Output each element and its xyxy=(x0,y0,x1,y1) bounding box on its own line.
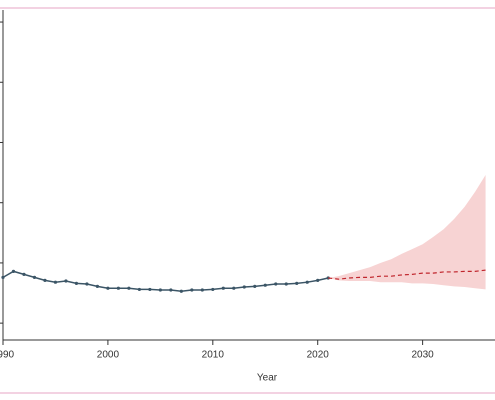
data-point xyxy=(274,282,278,286)
data-point xyxy=(53,280,58,284)
x-tick-label: 2000 xyxy=(97,350,120,361)
data-point xyxy=(116,286,120,290)
x-tick-label: 2020 xyxy=(307,350,330,361)
data-point xyxy=(148,287,152,292)
data-point xyxy=(127,286,131,290)
data-point xyxy=(106,286,110,290)
uncertainty-band xyxy=(328,175,486,290)
data-point xyxy=(284,282,288,286)
data-point xyxy=(190,288,194,292)
data-point xyxy=(85,282,89,286)
data-point xyxy=(232,286,236,290)
data-point xyxy=(158,288,162,292)
data-point xyxy=(295,281,299,285)
data-point xyxy=(316,278,320,282)
data-point xyxy=(169,288,173,292)
data-point xyxy=(32,275,37,279)
x-tick-label: 1990 xyxy=(0,350,15,361)
data-point xyxy=(221,286,225,290)
data-point xyxy=(263,283,267,287)
data-point xyxy=(211,287,215,292)
x-tick-label: 2010 xyxy=(202,350,225,361)
data-point xyxy=(64,279,68,283)
data-point xyxy=(242,285,246,289)
series-line xyxy=(328,269,486,280)
series-line xyxy=(2,270,329,292)
data-point xyxy=(179,289,183,293)
data-point xyxy=(95,284,100,289)
x-tick-label: 2030 xyxy=(411,350,434,361)
data-point xyxy=(253,284,257,289)
x-axis-label: Year xyxy=(257,373,278,384)
data-point xyxy=(137,287,141,292)
data-point xyxy=(305,280,309,284)
data-point xyxy=(22,272,26,276)
data-point xyxy=(74,281,79,285)
data-point xyxy=(1,275,5,279)
data-point xyxy=(11,269,16,273)
data-point xyxy=(43,278,47,282)
data-point xyxy=(200,288,204,292)
